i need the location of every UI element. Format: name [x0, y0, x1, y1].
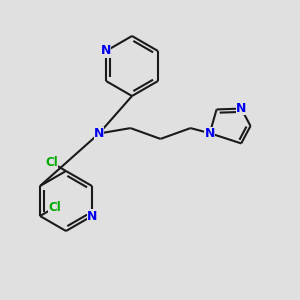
Text: Cl: Cl [48, 201, 61, 214]
Text: N: N [236, 102, 246, 115]
Text: N: N [94, 127, 104, 140]
Text: Cl: Cl [45, 156, 58, 169]
Text: N: N [205, 127, 215, 140]
Text: N: N [87, 209, 97, 223]
Text: N: N [101, 44, 111, 58]
